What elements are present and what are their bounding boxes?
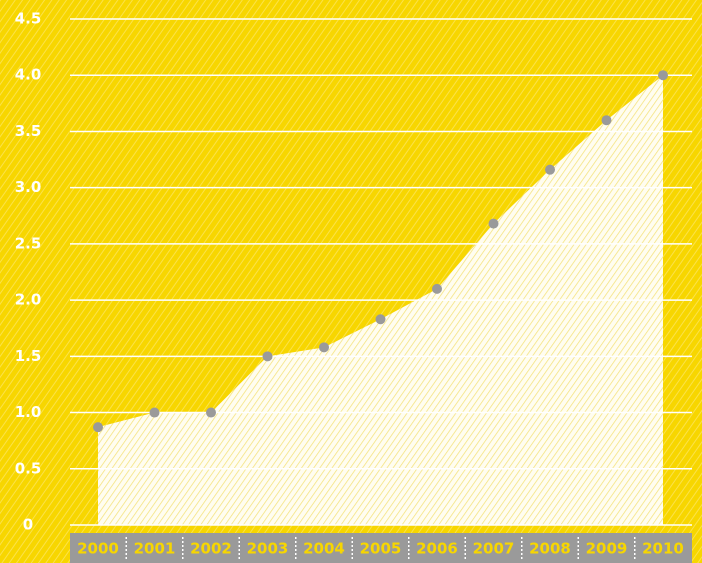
x-tick-label: 2003 [247, 540, 289, 558]
y-tick-label: 0 [23, 516, 33, 534]
point [488, 218, 499, 229]
x-tick-label: 2001 [134, 540, 176, 558]
x-tick-label: 2007 [473, 540, 515, 558]
point [432, 283, 442, 294]
point [601, 115, 612, 126]
x-tick-label: 2006 [416, 540, 458, 558]
y-tick-label: 1.0 [15, 403, 42, 421]
point [658, 70, 668, 81]
y-tick-label: 4.0 [15, 66, 42, 84]
y-tick-label: 3.5 [15, 122, 42, 140]
point [319, 342, 329, 353]
y-tick-label: 2.5 [15, 234, 42, 252]
x-tick-label: 2005 [360, 540, 402, 558]
y-tick-label: 0.5 [15, 459, 42, 477]
x-axis-band [70, 533, 692, 563]
point [375, 314, 386, 325]
x-tick-label: 2004 [303, 540, 345, 558]
x-tick-label: 2008 [529, 540, 571, 558]
point [206, 407, 216, 418]
x-tick-label: 2009 [586, 540, 628, 558]
point [545, 164, 555, 175]
point [149, 407, 160, 418]
point [93, 422, 103, 433]
y-tick-label: 3.0 [15, 178, 42, 196]
y-tick-label: 2.0 [15, 291, 42, 309]
x-tick-label: 2000 [77, 540, 119, 558]
point [262, 351, 273, 362]
y-tick-label: 1.5 [15, 347, 42, 365]
x-tick-label: 2010 [642, 540, 684, 558]
y-tick-label: 4.5 [15, 10, 42, 28]
x-tick-label: 2002 [190, 540, 232, 558]
